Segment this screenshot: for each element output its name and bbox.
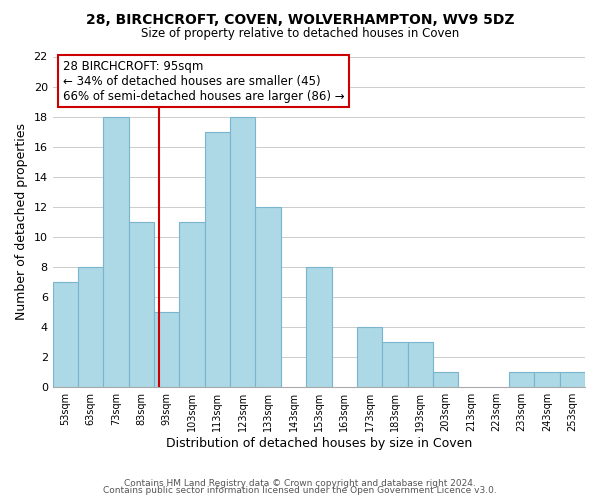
Bar <box>560 372 585 387</box>
Bar <box>509 372 535 387</box>
Bar <box>179 222 205 387</box>
Text: Contains HM Land Registry data © Crown copyright and database right 2024.: Contains HM Land Registry data © Crown c… <box>124 478 476 488</box>
Bar <box>129 222 154 387</box>
Y-axis label: Number of detached properties: Number of detached properties <box>15 124 28 320</box>
Text: Contains public sector information licensed under the Open Government Licence v3: Contains public sector information licen… <box>103 486 497 495</box>
Bar <box>382 342 407 387</box>
Bar <box>78 267 103 387</box>
X-axis label: Distribution of detached houses by size in Coven: Distribution of detached houses by size … <box>166 437 472 450</box>
Text: Size of property relative to detached houses in Coven: Size of property relative to detached ho… <box>141 28 459 40</box>
Bar <box>407 342 433 387</box>
Bar <box>230 116 256 387</box>
Text: 28, BIRCHCROFT, COVEN, WOLVERHAMPTON, WV9 5DZ: 28, BIRCHCROFT, COVEN, WOLVERHAMPTON, WV… <box>86 12 514 26</box>
Bar <box>205 132 230 387</box>
Bar <box>306 267 332 387</box>
Bar <box>433 372 458 387</box>
Bar <box>256 207 281 387</box>
Bar <box>103 116 129 387</box>
Bar <box>535 372 560 387</box>
Bar <box>154 312 179 387</box>
Text: 28 BIRCHCROFT: 95sqm
← 34% of detached houses are smaller (45)
66% of semi-detac: 28 BIRCHCROFT: 95sqm ← 34% of detached h… <box>63 60 344 102</box>
Bar <box>53 282 78 387</box>
Bar <box>357 327 382 387</box>
